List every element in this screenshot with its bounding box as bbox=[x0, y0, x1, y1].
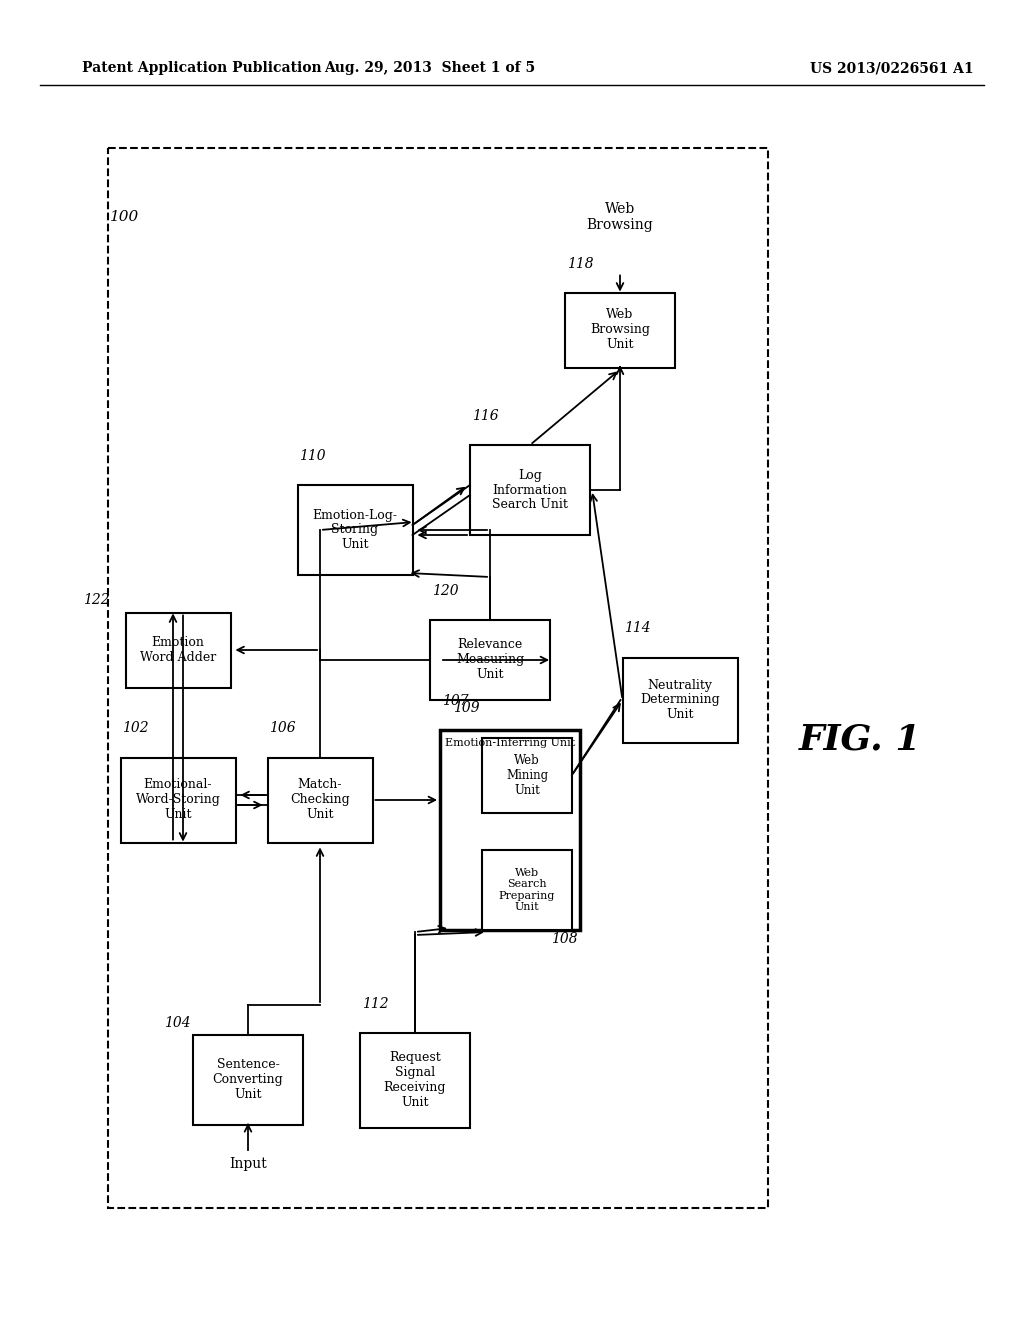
Text: 112: 112 bbox=[362, 997, 389, 1011]
Text: 118: 118 bbox=[567, 256, 594, 271]
Text: Emotion-Inferring Unit: Emotion-Inferring Unit bbox=[445, 738, 575, 748]
Text: 110: 110 bbox=[299, 449, 326, 463]
Text: US 2013/0226561 A1: US 2013/0226561 A1 bbox=[810, 61, 974, 75]
Text: Aug. 29, 2013  Sheet 1 of 5: Aug. 29, 2013 Sheet 1 of 5 bbox=[325, 61, 536, 75]
Text: Emotion-Log-
Storing
Unit: Emotion-Log- Storing Unit bbox=[312, 508, 397, 552]
Text: Web
Browsing
Unit: Web Browsing Unit bbox=[590, 309, 650, 351]
Text: FIG. 1: FIG. 1 bbox=[799, 723, 922, 756]
Text: 106: 106 bbox=[269, 722, 296, 735]
Bar bbox=[470, 445, 590, 535]
Text: 120: 120 bbox=[432, 583, 459, 598]
Text: Emotion
Word Adder: Emotion Word Adder bbox=[140, 636, 216, 664]
Bar bbox=[126, 612, 230, 688]
Text: Request
Signal
Receiving
Unit: Request Signal Receiving Unit bbox=[384, 1051, 446, 1109]
Bar bbox=[108, 148, 768, 1208]
Text: 102: 102 bbox=[123, 722, 150, 735]
Bar bbox=[482, 738, 572, 813]
Text: Emotional-
Word-Storing
Unit: Emotional- Word-Storing Unit bbox=[135, 779, 220, 821]
Bar bbox=[193, 1035, 303, 1125]
Text: Relevance
Measuring
Unit: Relevance Measuring Unit bbox=[456, 639, 524, 681]
Text: 104: 104 bbox=[165, 1016, 191, 1030]
Text: Web
Search
Preparing
Unit: Web Search Preparing Unit bbox=[499, 867, 555, 912]
Bar bbox=[623, 657, 737, 742]
Text: Match-
Checking
Unit: Match- Checking Unit bbox=[290, 779, 350, 821]
Text: Log
Information
Search Unit: Log Information Search Unit bbox=[493, 469, 568, 511]
Text: Web
Browsing: Web Browsing bbox=[587, 202, 653, 232]
Text: 108: 108 bbox=[551, 932, 578, 946]
Text: 116: 116 bbox=[472, 409, 499, 422]
Text: Neutrality
Determining
Unit: Neutrality Determining Unit bbox=[640, 678, 720, 722]
Text: 100: 100 bbox=[110, 210, 139, 224]
Bar bbox=[121, 758, 236, 842]
Text: 122: 122 bbox=[84, 594, 111, 607]
Text: Sentence-
Converting
Unit: Sentence- Converting Unit bbox=[213, 1059, 284, 1101]
Text: 109: 109 bbox=[454, 701, 480, 715]
Bar bbox=[267, 758, 373, 842]
Bar bbox=[565, 293, 675, 367]
Text: 107: 107 bbox=[442, 694, 469, 708]
Bar bbox=[430, 620, 550, 700]
Text: 114: 114 bbox=[625, 622, 651, 635]
Bar bbox=[298, 484, 413, 576]
Bar bbox=[360, 1032, 470, 1127]
Text: Patent Application Publication: Patent Application Publication bbox=[82, 61, 322, 75]
Text: Web
Mining
Unit: Web Mining Unit bbox=[506, 754, 548, 796]
Bar bbox=[482, 850, 572, 931]
Text: Input: Input bbox=[229, 1158, 267, 1171]
Bar bbox=[440, 730, 580, 931]
